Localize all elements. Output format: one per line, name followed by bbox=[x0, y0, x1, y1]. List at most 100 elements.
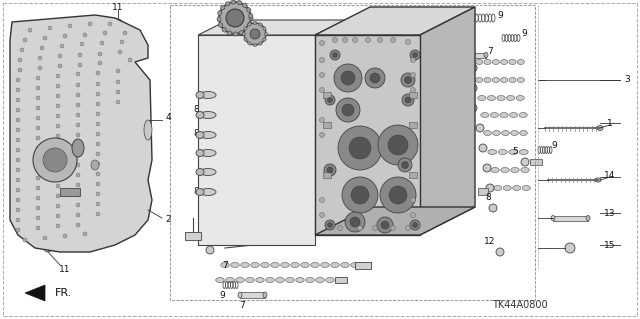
Circle shape bbox=[56, 84, 60, 88]
Circle shape bbox=[36, 196, 40, 200]
Circle shape bbox=[345, 212, 365, 232]
Ellipse shape bbox=[499, 150, 508, 154]
Circle shape bbox=[76, 203, 80, 207]
Circle shape bbox=[350, 217, 360, 227]
Text: 9: 9 bbox=[551, 140, 557, 150]
Text: 9: 9 bbox=[497, 11, 503, 19]
Ellipse shape bbox=[497, 95, 505, 100]
Ellipse shape bbox=[243, 113, 250, 117]
Text: 3: 3 bbox=[624, 76, 630, 85]
Ellipse shape bbox=[516, 95, 524, 100]
Circle shape bbox=[413, 222, 417, 227]
Ellipse shape bbox=[316, 278, 324, 283]
Ellipse shape bbox=[251, 263, 259, 268]
Ellipse shape bbox=[91, 160, 99, 170]
Circle shape bbox=[76, 72, 80, 76]
Ellipse shape bbox=[243, 93, 250, 98]
Circle shape bbox=[342, 38, 348, 42]
Ellipse shape bbox=[259, 42, 262, 45]
Circle shape bbox=[36, 106, 40, 110]
Ellipse shape bbox=[206, 246, 214, 254]
Ellipse shape bbox=[200, 112, 216, 118]
Ellipse shape bbox=[509, 113, 518, 117]
Circle shape bbox=[337, 226, 342, 231]
Circle shape bbox=[56, 144, 60, 148]
Ellipse shape bbox=[519, 150, 528, 154]
Ellipse shape bbox=[222, 28, 227, 32]
Ellipse shape bbox=[249, 16, 253, 20]
Text: 8: 8 bbox=[193, 130, 199, 138]
Circle shape bbox=[63, 234, 67, 238]
Circle shape bbox=[483, 164, 491, 172]
Circle shape bbox=[96, 142, 100, 146]
Circle shape bbox=[118, 50, 122, 54]
Circle shape bbox=[338, 126, 382, 170]
Circle shape bbox=[96, 202, 100, 206]
Ellipse shape bbox=[196, 189, 204, 196]
Ellipse shape bbox=[321, 263, 329, 268]
Ellipse shape bbox=[231, 263, 239, 268]
Circle shape bbox=[56, 174, 60, 178]
Ellipse shape bbox=[238, 292, 242, 298]
Circle shape bbox=[36, 126, 40, 130]
Text: 9: 9 bbox=[521, 28, 527, 38]
Circle shape bbox=[56, 164, 60, 168]
Ellipse shape bbox=[241, 263, 249, 268]
Circle shape bbox=[16, 138, 20, 142]
Text: 7: 7 bbox=[239, 300, 245, 309]
Circle shape bbox=[16, 218, 20, 222]
Ellipse shape bbox=[237, 1, 242, 5]
Ellipse shape bbox=[273, 132, 280, 137]
Circle shape bbox=[38, 66, 42, 70]
Ellipse shape bbox=[235, 132, 243, 137]
Circle shape bbox=[16, 118, 20, 122]
Ellipse shape bbox=[297, 93, 305, 98]
Circle shape bbox=[23, 238, 27, 242]
Ellipse shape bbox=[493, 186, 502, 190]
Circle shape bbox=[96, 92, 100, 96]
Circle shape bbox=[56, 74, 60, 78]
Circle shape bbox=[44, 244, 52, 252]
Ellipse shape bbox=[509, 60, 516, 64]
Circle shape bbox=[16, 148, 20, 152]
Circle shape bbox=[319, 132, 324, 137]
Polygon shape bbox=[25, 285, 45, 301]
Ellipse shape bbox=[296, 278, 304, 283]
Ellipse shape bbox=[492, 60, 499, 64]
Circle shape bbox=[36, 186, 40, 190]
Circle shape bbox=[476, 124, 484, 132]
Ellipse shape bbox=[248, 23, 252, 26]
Text: FR.: FR. bbox=[55, 288, 72, 298]
Ellipse shape bbox=[118, 207, 122, 212]
Ellipse shape bbox=[285, 189, 294, 195]
Bar bbox=[335, 277, 347, 283]
Ellipse shape bbox=[269, 113, 277, 117]
Text: 6: 6 bbox=[451, 18, 457, 26]
Ellipse shape bbox=[225, 113, 232, 117]
Ellipse shape bbox=[287, 113, 295, 117]
Ellipse shape bbox=[278, 93, 286, 98]
Ellipse shape bbox=[492, 78, 499, 83]
Text: 8: 8 bbox=[193, 188, 199, 197]
Ellipse shape bbox=[200, 131, 216, 138]
Ellipse shape bbox=[281, 263, 289, 268]
Ellipse shape bbox=[297, 151, 305, 155]
Ellipse shape bbox=[72, 139, 84, 157]
Ellipse shape bbox=[225, 2, 230, 6]
Ellipse shape bbox=[253, 21, 257, 25]
Ellipse shape bbox=[340, 263, 349, 268]
Circle shape bbox=[56, 134, 60, 138]
Ellipse shape bbox=[227, 31, 232, 35]
Circle shape bbox=[250, 29, 260, 39]
Ellipse shape bbox=[282, 169, 290, 174]
Circle shape bbox=[63, 34, 67, 38]
Text: 10: 10 bbox=[446, 125, 458, 135]
Circle shape bbox=[496, 248, 504, 256]
Circle shape bbox=[96, 102, 100, 106]
Ellipse shape bbox=[252, 151, 259, 155]
Ellipse shape bbox=[200, 92, 216, 99]
Circle shape bbox=[36, 76, 40, 80]
Circle shape bbox=[378, 125, 418, 165]
Circle shape bbox=[96, 152, 100, 156]
Ellipse shape bbox=[517, 60, 524, 64]
